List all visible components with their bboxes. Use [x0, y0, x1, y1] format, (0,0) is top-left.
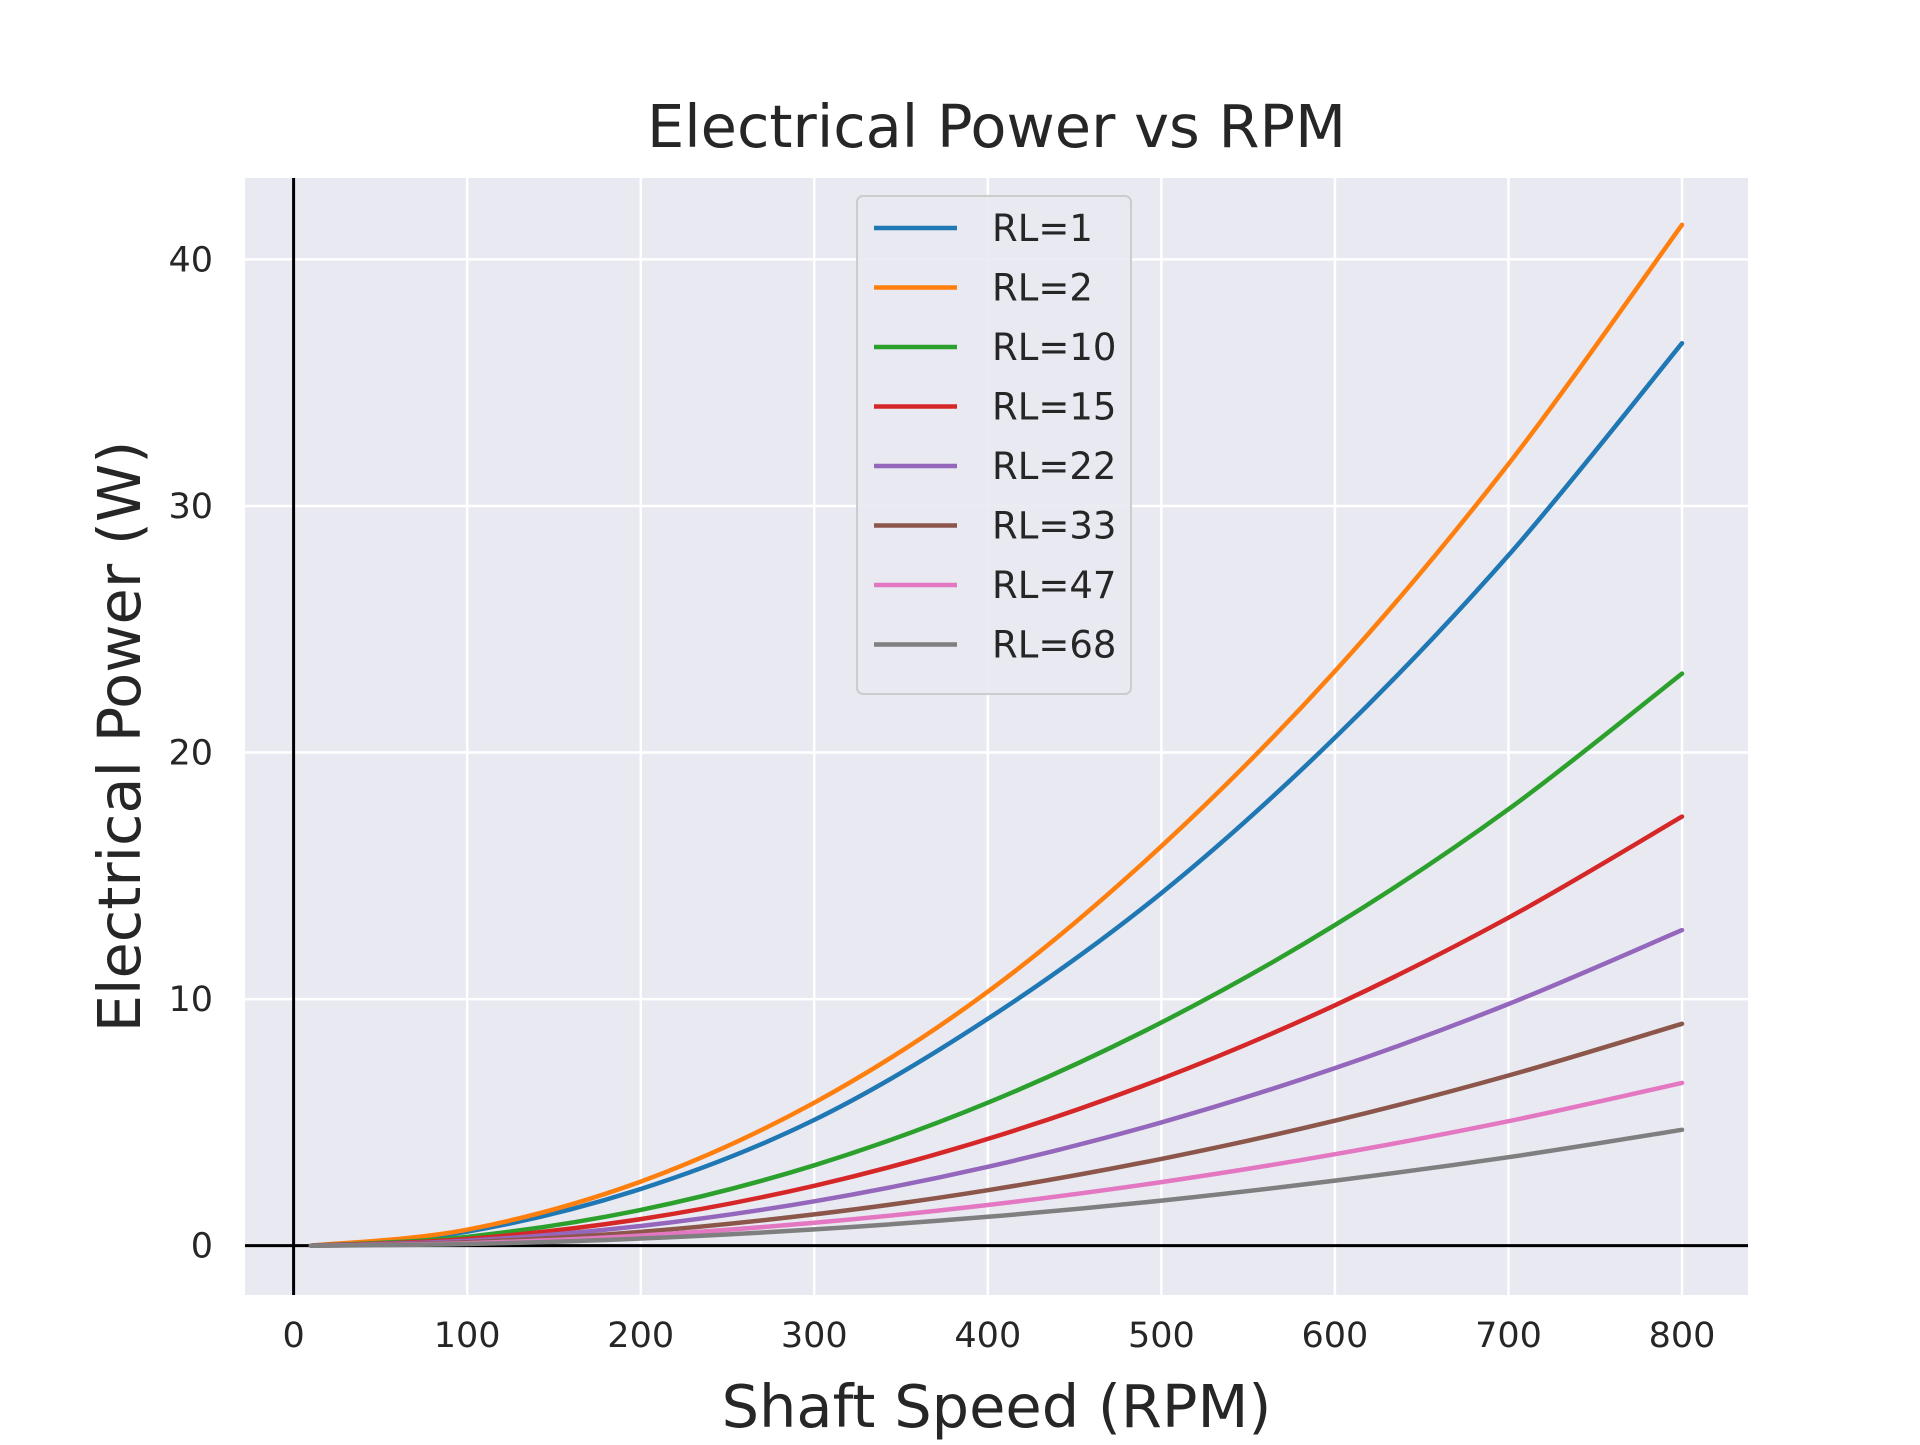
x-tick-label: 600: [1302, 1316, 1369, 1356]
series-line: [308, 814, 1685, 1248]
x-tick-label: 400: [954, 1316, 1021, 1356]
legend-label: RL=2: [992, 267, 1093, 310]
legend-label: RL=1: [992, 207, 1093, 250]
y-tick-label: 40: [168, 240, 213, 280]
series-line: [308, 340, 1685, 1248]
series-lines: [308, 222, 1685, 1248]
y-tick-label: 10: [168, 980, 213, 1020]
zero-axes: [245, 178, 1748, 1295]
legend-label: RL=47: [992, 564, 1116, 607]
series-line: [308, 1127, 1685, 1248]
tick-labels: 0 100 200 300 400 500 600 700 800 0 10 20 30 40: [168, 240, 1715, 1356]
legend-label: RL=33: [992, 505, 1116, 548]
y-tick-label: 0: [191, 1227, 213, 1267]
y-tick-label: 30: [168, 487, 213, 527]
x-tick-label: 100: [434, 1316, 501, 1356]
y-tick-label: 20: [168, 734, 213, 774]
x-tick-label: 200: [607, 1316, 674, 1356]
legend-label: RL=68: [992, 624, 1116, 667]
x-tick-label: 300: [781, 1316, 848, 1356]
x-tick-label: 0: [282, 1316, 304, 1356]
legend: RL=1 RL=2 RL=10 RL=15 RL=22 RL=33 RL=47 RL=68: [856, 195, 1132, 695]
x-axis-title: Shaft Speed (RPM): [722, 1372, 1272, 1440]
legend-box: [856, 195, 1132, 695]
x-tick-label: 800: [1649, 1316, 1716, 1356]
x-tick-label: 700: [1475, 1316, 1542, 1356]
x-tick-label: 500: [1128, 1316, 1195, 1356]
legend-label: RL=22: [992, 445, 1116, 488]
series-line: [308, 671, 1685, 1248]
chart-title: Electrical Power vs RPM: [647, 92, 1346, 161]
y-axis-title: Electrical Power (W): [85, 441, 154, 1032]
legend-label: RL=10: [992, 326, 1116, 369]
series-line: [308, 222, 1685, 1248]
series-line: [308, 927, 1685, 1248]
legend-label: RL=15: [992, 386, 1116, 429]
